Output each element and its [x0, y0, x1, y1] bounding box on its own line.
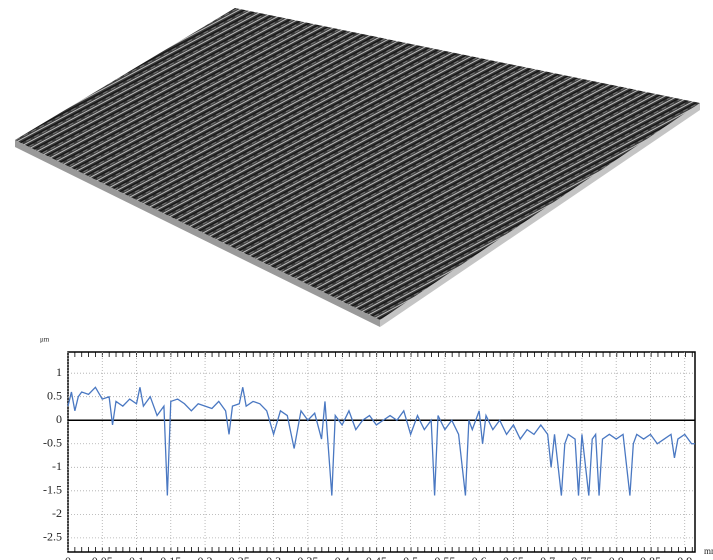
x-tick-label: 0.55 [434, 554, 455, 560]
x-tick-label: 0 [65, 554, 71, 560]
y-tick-label: 1 [56, 365, 62, 379]
x-tick-label: 0.4 [335, 554, 350, 560]
x-tick-label: 0.45 [366, 554, 387, 560]
x-tick-label: 0.6 [472, 554, 487, 560]
x-tick-label: 0.85 [640, 554, 661, 560]
x-tick-label: 0.9 [677, 554, 692, 560]
plot-frame [68, 352, 695, 552]
x-tick-label: 0.05 [92, 554, 113, 560]
y-tick-label: -2.5 [43, 530, 62, 544]
x-tick-label: 0.15 [160, 554, 181, 560]
x-tick-label: 0.75 [571, 554, 592, 560]
x-tick-label: 0.3 [266, 554, 281, 560]
y-tick-label: -2 [52, 506, 62, 520]
y-tick-label: -0.5 [43, 436, 62, 450]
figure: μm mm 1 0.5 0 -0.5 -1 -1.5 -2 -2.5 0 0.05 0.1 0.15 0… [0, 0, 713, 560]
x-tick-label: 0.8 [609, 554, 624, 560]
x-unit: mm [704, 546, 713, 556]
x-tick-label: 0.25 [229, 554, 250, 560]
x-tick-label: 0.35 [297, 554, 318, 560]
profile-chart: 1 0.5 0 -0.5 -1 -1.5 -2 -2.5 0 0.05 0.1 0.15 0.2 0.25… [43, 352, 695, 560]
x-tick-label: 0.2 [198, 554, 213, 560]
y-tick-label: 0 [56, 412, 62, 426]
y-unit: μm [40, 336, 50, 344]
x-tick-label: 0.65 [503, 554, 524, 560]
surface-3d [15, 8, 700, 327]
x-tick-label: 0.7 [540, 554, 555, 560]
y-tick-label: -1 [52, 459, 62, 473]
y-tick-label: -1.5 [43, 483, 62, 497]
y-tick-label: 0.5 [47, 388, 62, 402]
x-tick-label: 0.5 [403, 554, 418, 560]
x-tick-label: 0.1 [129, 554, 144, 560]
